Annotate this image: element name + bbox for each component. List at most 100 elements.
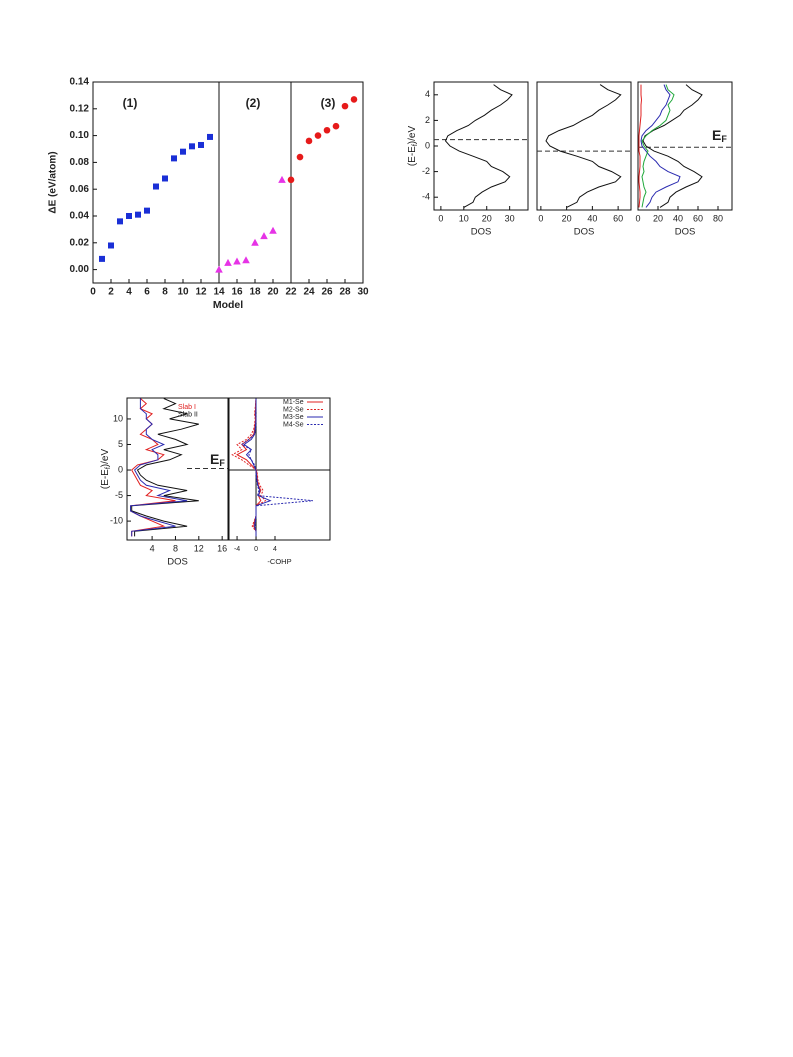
point bbox=[278, 175, 286, 183]
x-tick-label: 4 bbox=[273, 546, 277, 553]
x-axis-label: DOS bbox=[167, 557, 188, 568]
x-tick-label: 0 bbox=[254, 546, 258, 553]
y-tick-label: 0.00 bbox=[70, 264, 90, 275]
y-tick-label: 0.04 bbox=[70, 211, 90, 222]
x-tick-label: 16 bbox=[231, 287, 243, 298]
y-tick-label: 0 bbox=[118, 464, 123, 474]
dos-curve bbox=[641, 84, 675, 208]
plot-frame bbox=[126, 397, 229, 541]
legend-label: M3-Se bbox=[283, 414, 304, 421]
x-tick-label: 14 bbox=[213, 287, 225, 298]
plot-frame bbox=[536, 81, 632, 211]
point bbox=[108, 242, 114, 249]
point bbox=[144, 207, 150, 214]
x-tick-label: 40 bbox=[673, 213, 683, 223]
point bbox=[99, 255, 105, 262]
region-label: (2) bbox=[246, 96, 261, 110]
point bbox=[242, 256, 250, 264]
x-tick-label: 60 bbox=[613, 213, 623, 223]
x-tick-label: 20 bbox=[482, 213, 492, 223]
y-tick-label: 0.10 bbox=[70, 130, 90, 141]
legend-label: Slab II bbox=[178, 411, 198, 418]
x-axis-label: Model bbox=[213, 299, 243, 311]
point bbox=[287, 176, 295, 184]
point bbox=[207, 133, 213, 140]
legend-label: M4-Se bbox=[283, 421, 304, 428]
point bbox=[305, 137, 313, 145]
region-label: (3) bbox=[321, 96, 336, 110]
point bbox=[233, 257, 241, 265]
fermi-label: EF bbox=[210, 451, 225, 469]
y-axis-label-part: )/eV bbox=[100, 449, 111, 468]
x-tick-label: 4 bbox=[126, 287, 132, 298]
x-tick-label: 40 bbox=[587, 213, 597, 223]
plot-frame bbox=[92, 81, 364, 284]
x-tick-label: 4 bbox=[150, 543, 155, 553]
x-tick-label: 60 bbox=[693, 213, 703, 223]
point bbox=[180, 148, 186, 155]
point bbox=[153, 183, 159, 190]
point bbox=[135, 211, 141, 218]
x-tick-label: 24 bbox=[303, 287, 315, 298]
point bbox=[126, 213, 132, 219]
x-tick-label: 26 bbox=[321, 287, 333, 298]
y-axis-label: (E-Ef)/eV bbox=[407, 126, 419, 167]
y-tick-label: -10 bbox=[110, 515, 123, 525]
y-tick-label: 2 bbox=[425, 115, 430, 125]
dos-curve bbox=[243, 398, 272, 537]
legend-label: M1-Se bbox=[283, 399, 304, 406]
point bbox=[215, 265, 223, 273]
dos-curve bbox=[130, 398, 188, 537]
point bbox=[296, 153, 304, 161]
point bbox=[323, 126, 331, 134]
x-tick-label: 16 bbox=[217, 543, 227, 553]
point bbox=[162, 175, 168, 182]
point bbox=[189, 143, 195, 150]
y-tick-label: 0.08 bbox=[70, 157, 90, 168]
y-axis-label-part: f bbox=[105, 467, 112, 469]
x-tick-label: 30 bbox=[505, 213, 515, 223]
y-tick-label: -5 bbox=[115, 490, 123, 500]
y-axis-label-part: )/eV bbox=[407, 126, 418, 145]
y-axis-label-part: f bbox=[412, 144, 419, 146]
y-axis-label: ΔE (eV/atom) bbox=[48, 151, 59, 213]
dos-curve bbox=[444, 84, 513, 208]
point bbox=[260, 232, 268, 240]
x-tick-label: 12 bbox=[195, 287, 207, 298]
fermi-label: EF bbox=[712, 127, 727, 145]
x-tick-label: 10 bbox=[459, 213, 469, 223]
y-axis-label-part: (E-E bbox=[407, 146, 418, 166]
x-tick-label: 0 bbox=[438, 213, 443, 223]
x-tick-label: 10 bbox=[177, 287, 189, 298]
fermi-label-part: E bbox=[210, 451, 219, 467]
plot-frame bbox=[637, 81, 733, 211]
plot-frame bbox=[228, 397, 331, 541]
x-tick-label: 80 bbox=[713, 213, 723, 223]
point bbox=[269, 226, 277, 234]
point bbox=[332, 122, 340, 130]
x-tick-label: 8 bbox=[162, 287, 168, 298]
y-axis-label: (E-Ef)/eV bbox=[100, 449, 112, 490]
x-tick-label: 0 bbox=[538, 213, 543, 223]
fermi-label-part: F bbox=[721, 134, 727, 144]
y-tick-label: 0.06 bbox=[70, 184, 90, 195]
y-tick-label: 10 bbox=[113, 413, 123, 423]
x-tick-label: 28 bbox=[339, 287, 351, 298]
plot-frame bbox=[433, 81, 529, 211]
dos-curve bbox=[240, 398, 313, 537]
dos-curve bbox=[642, 84, 703, 208]
y-tick-label: 0.14 bbox=[70, 77, 90, 88]
x-tick-label: 2 bbox=[108, 287, 114, 298]
x-axis-label: -COHP bbox=[267, 557, 291, 566]
point bbox=[314, 132, 322, 139]
y-axis-label-part: (E-E bbox=[100, 469, 111, 489]
x-axis-label: DOS bbox=[471, 227, 492, 238]
point bbox=[224, 258, 232, 266]
x-axis-label: DOS bbox=[675, 227, 696, 238]
fermi-label-part: E bbox=[712, 127, 721, 143]
x-tick-label: 20 bbox=[562, 213, 572, 223]
x-tick-label: 20 bbox=[267, 287, 279, 298]
legend-label: M2-Se bbox=[283, 406, 304, 413]
dos-curve bbox=[545, 84, 622, 208]
